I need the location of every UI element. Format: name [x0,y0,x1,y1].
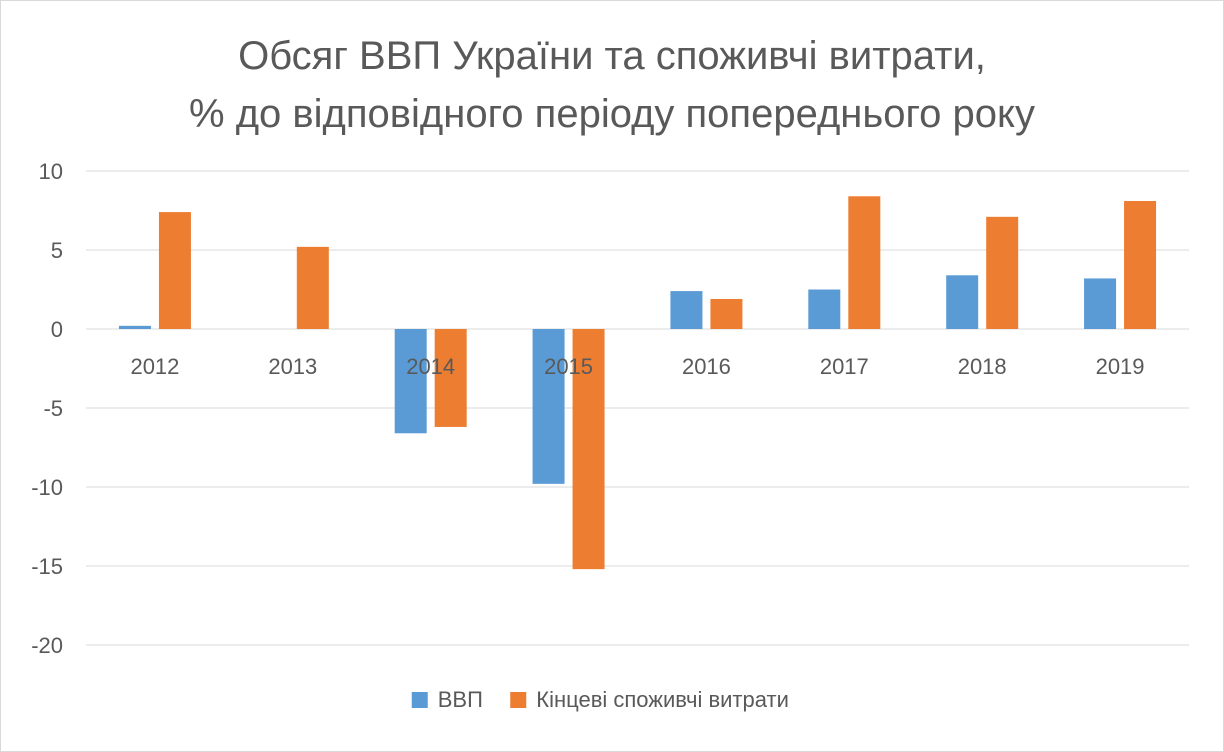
bar-consumption-2017 [848,196,881,329]
bar-gdp-2019 [1084,278,1117,329]
x-category-label: 2013 [268,354,317,379]
y-tick-label: -5 [43,396,63,421]
y-tick-label: 5 [51,238,63,263]
chart-title-line-1: Обсяг ВВП України та споживчі витрати, [238,34,986,78]
x-category-label: 2014 [406,354,455,379]
legend-swatch [510,692,527,708]
chart-title: Обсяг ВВП України та споживчі витрати, %… [1,27,1223,143]
bar-consumption-2019 [1124,201,1157,329]
y-tick-label: -15 [31,554,63,579]
bar-gdp-2016 [670,291,703,329]
y-tick-label: 10 [39,159,63,184]
bar-consumption-2018 [986,216,1019,329]
bar-gdp-2012 [118,325,151,329]
x-category-label: 2019 [1096,354,1145,379]
bar-consumption-2012 [158,212,191,329]
bar-consumption-2015 [572,329,605,570]
y-tick-label: -10 [31,475,63,500]
legend-label: Кінцеві споживчі витрати [536,687,789,712]
x-category-label: 2015 [544,354,593,379]
legend-label: ВВП [438,687,483,712]
bar-gdp-2018 [946,275,979,329]
bar-gdp-2015 [532,329,565,484]
y-tick-label: -20 [31,633,63,658]
chart-title-line-2: % до відповідного періоду попереднього р… [189,92,1035,136]
bar-consumption-2016 [710,298,743,329]
bar-consumption-2014 [434,329,467,427]
x-category-label: 2012 [130,354,179,379]
bar-gdp-2017 [808,289,841,329]
legend-swatch [411,692,428,708]
bar-consumption-2013 [296,246,329,329]
x-category-label: 2016 [682,354,731,379]
x-category-label: 2018 [958,354,1007,379]
y-tick-label: 0 [51,317,63,342]
bar-gdp-2014 [394,329,427,434]
x-category-label: 2017 [820,354,869,379]
